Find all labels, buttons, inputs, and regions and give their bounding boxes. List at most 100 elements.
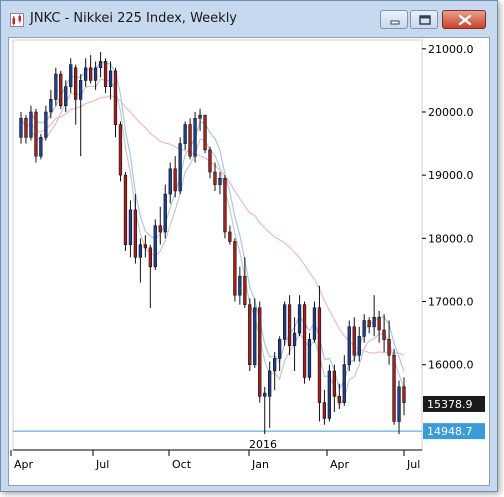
moving-average-fast	[30, 61, 405, 391]
candle-body	[93, 67, 98, 81]
x-axis-month-label: Jul	[95, 458, 109, 471]
candle-body	[74, 67, 78, 100]
candle-body	[44, 111, 48, 138]
candle-body	[158, 225, 162, 233]
candle-body	[392, 354, 396, 422]
candle-body	[243, 275, 247, 305]
candle-body	[322, 402, 327, 419]
candle-body	[178, 143, 182, 192]
moving-average-gray	[30, 78, 405, 408]
candle-body	[372, 316, 376, 328]
candle-body	[64, 86, 68, 107]
candle-body	[24, 118, 28, 138]
candle-body	[362, 320, 366, 337]
candle-body	[173, 168, 177, 192]
maximize-button[interactable]	[410, 10, 438, 29]
x-axis-month-label: Apr	[330, 458, 350, 471]
candle-body	[312, 307, 317, 340]
y-axis-tick-label: 20000.0	[428, 106, 474, 119]
x-axis-month-label: Jan	[251, 458, 269, 471]
candle-body	[69, 64, 73, 88]
candle-body	[267, 370, 272, 397]
candle-body	[377, 316, 381, 331]
candle-body	[183, 124, 187, 144]
candle-body	[317, 307, 322, 403]
candle-body	[382, 329, 386, 340]
window-title: JNKC - Nikkei 225 Index, Weekly	[30, 11, 237, 26]
candle-body	[302, 304, 307, 378]
candle-body	[352, 326, 356, 356]
x-axis-month-label: Jul	[406, 458, 420, 471]
candle-body	[198, 114, 202, 119]
candle-body	[79, 80, 83, 100]
x-axis-month-label: Oct	[172, 458, 192, 471]
candle-body	[29, 111, 33, 138]
candle-body	[153, 225, 157, 268]
candle-body	[123, 174, 128, 245]
close-button[interactable]	[442, 10, 486, 29]
candle-body	[49, 98, 53, 113]
candle-body	[287, 304, 292, 347]
candle-body	[347, 326, 351, 365]
candle-body	[34, 111, 38, 157]
candle-body	[263, 392, 267, 397]
candle-body	[307, 339, 312, 378]
candle-body	[203, 114, 207, 151]
candle-body	[297, 304, 302, 334]
candle-body	[113, 70, 118, 125]
candle-body	[39, 137, 43, 157]
candle-body	[223, 178, 227, 233]
candle-body	[342, 364, 346, 403]
minimize-button[interactable]	[380, 10, 408, 29]
candle-body	[163, 193, 167, 233]
candle-body	[272, 358, 277, 372]
y-axis-tick-label: 18000.0	[428, 232, 474, 245]
candle-body	[59, 73, 63, 106]
candle-body	[277, 339, 282, 359]
candle-body	[387, 339, 391, 356]
chart-window: JNKC - Nikkei 225 Index, Weekly 21000.0 2…	[0, 0, 498, 492]
candle-body	[208, 149, 212, 173]
candle-body	[118, 124, 123, 176]
candle-body	[397, 386, 401, 422]
candle-body	[228, 231, 232, 242]
last-price-label: 15378.9	[427, 398, 473, 411]
candle-body	[357, 335, 361, 356]
candle-body	[128, 209, 133, 245]
close-icon	[458, 14, 472, 26]
marker-price-box	[423, 423, 485, 440]
candle-body	[337, 395, 342, 403]
candle-body	[168, 168, 172, 195]
last-price-box	[423, 395, 485, 412]
y-axis-tick-label: 21000.0	[428, 43, 474, 56]
candle-body	[84, 67, 88, 81]
minimize-icon	[390, 20, 400, 25]
title-bar[interactable]: JNKC - Nikkei 225 Index, Weekly	[1, 1, 497, 37]
candle-body	[332, 370, 337, 397]
y-axis-tick-label: 16000.0	[428, 359, 474, 372]
candle-body	[238, 275, 242, 296]
candle-body	[103, 61, 108, 87]
candle-body	[402, 386, 406, 403]
candle-body	[258, 307, 262, 397]
candle-body	[327, 370, 332, 419]
chart-area[interactable]: 21000.0 20000.0 19000.0 18000.0 17000.0 16000…	[8, 37, 490, 486]
marker-price-label: 14948.7	[427, 425, 473, 438]
y-axis-tick-label: 19000.0	[428, 169, 474, 182]
candle-body	[54, 73, 58, 100]
candle-body	[133, 209, 138, 258]
candle-body	[367, 320, 371, 328]
maximize-icon	[419, 15, 431, 25]
candle-body	[138, 244, 143, 258]
x-axis-month-label: Apr	[14, 458, 34, 471]
candlestick-chart[interactable]: 21000.0 20000.0 19000.0 18000.0 17000.0 16000…	[9, 38, 489, 485]
candle-body	[89, 67, 93, 81]
candle-body	[98, 61, 103, 68]
candle-body	[233, 241, 237, 296]
candle-body	[282, 304, 287, 340]
year-label: 2016	[249, 438, 277, 451]
candle-body	[148, 247, 153, 268]
candle-body	[188, 124, 192, 157]
candle-body	[292, 332, 297, 347]
candle-body	[218, 178, 222, 185]
